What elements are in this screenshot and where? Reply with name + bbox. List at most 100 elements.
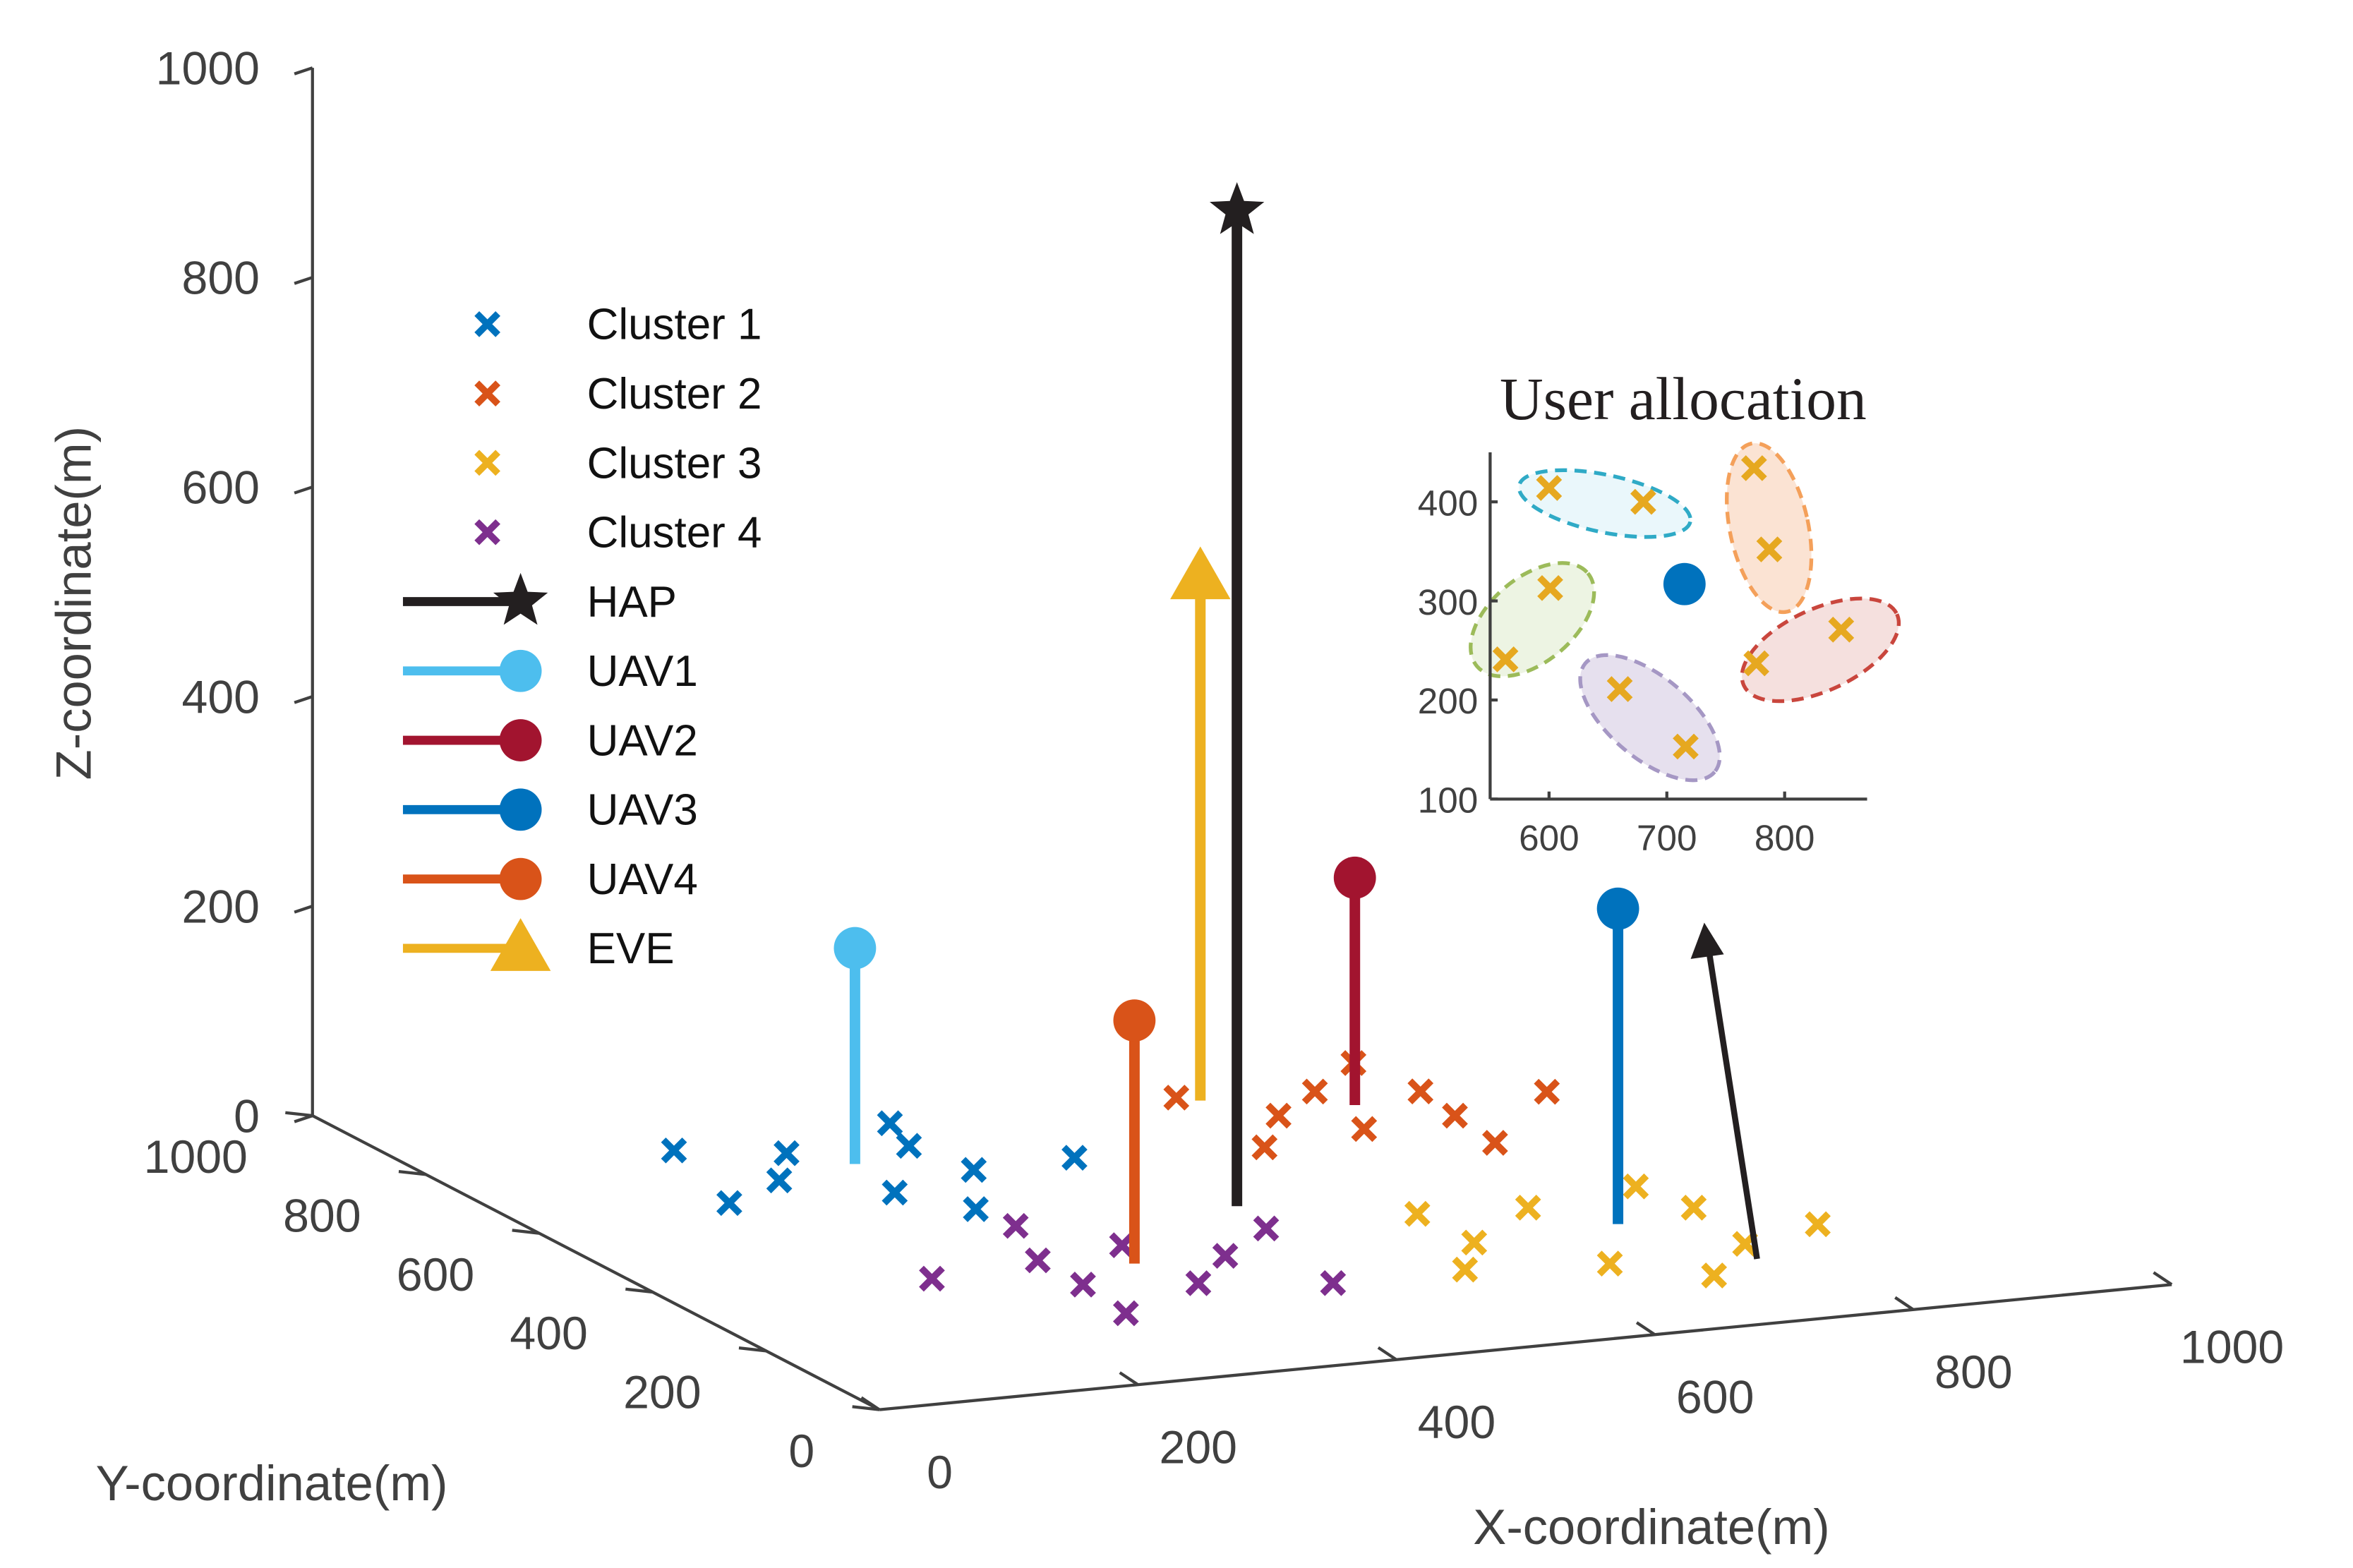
z-tick-label: 200: [182, 881, 260, 934]
uav4-marker: [1113, 999, 1156, 1042]
inset-user-point-stroke: [1740, 455, 1767, 481]
legend-cluster2-label: Cluster 2: [587, 370, 762, 418]
legend-uav4-label: UAV4: [587, 855, 698, 904]
x-tick-label: 200: [1160, 1421, 1237, 1473]
cluster4-point: [1002, 1212, 1029, 1239]
legend-cluster1-marker-stroke: [474, 311, 500, 337]
cluster3-point: [1680, 1195, 1707, 1221]
cluster4-point: [1109, 1232, 1136, 1258]
cluster4-point: [1320, 1270, 1347, 1296]
inset-x-tick-label: 700: [1637, 818, 1697, 858]
legend-hap-label: HAP: [587, 578, 677, 627]
cluster2-point-stroke: [1251, 1134, 1278, 1161]
z-tick-label: 400: [182, 672, 260, 724]
z-tick: [294, 695, 313, 704]
cluster4-point: [1112, 1300, 1139, 1327]
legend-cluster4-marker-stroke: [474, 519, 500, 545]
inset-title: User allocation: [1500, 366, 1867, 433]
cluster3-point: [1805, 1211, 1831, 1238]
cluster1-point-stroke: [961, 1157, 987, 1183]
z-tick-label: 600: [182, 462, 260, 514]
inset-pointer-arrowhead: [1690, 922, 1724, 959]
legend-uav1-marker: [499, 649, 542, 692]
cluster1-point: [716, 1190, 742, 1217]
legend-uav1-label: UAV1: [587, 647, 698, 696]
x-tick: [1894, 1296, 1915, 1311]
cluster4-point: [1070, 1272, 1096, 1298]
z-tick: [294, 276, 313, 285]
cluster1-point-stroke: [661, 1137, 687, 1164]
cluster4-point-stroke: [1070, 1272, 1096, 1298]
cluster4-point-stroke: [1109, 1232, 1136, 1258]
cluster4-point: [919, 1265, 945, 1292]
x-tick: [1635, 1321, 1656, 1337]
legend-cluster3-marker-stroke: [474, 450, 500, 476]
z-tick-label: 1000: [156, 43, 260, 95]
inset-group-ellipse: [1517, 468, 1692, 539]
inset-user-point-stroke: [1606, 676, 1633, 702]
y-tick-label: 600: [397, 1249, 474, 1301]
cluster3-point-stroke: [1515, 1195, 1541, 1221]
y-tick-label: 0: [788, 1425, 814, 1478]
cluster4-point: [1212, 1243, 1239, 1269]
legend-uav2-marker: [499, 719, 542, 761]
y-tick: [738, 1346, 766, 1353]
cluster1-point: [1061, 1145, 1088, 1171]
inset-user-point: [1630, 488, 1656, 515]
cluster3-point-stroke: [1805, 1211, 1831, 1238]
inset-user-point-stroke: [1673, 733, 1699, 760]
cluster1-point: [774, 1140, 800, 1166]
legend-hap-marker: [493, 572, 548, 625]
cluster2-point: [1251, 1134, 1278, 1161]
cluster3-point-stroke: [1461, 1229, 1488, 1256]
inset-user-point-stroke: [1828, 616, 1855, 643]
inset-group-ellipse: [1578, 653, 1722, 783]
cluster4-point-stroke: [919, 1265, 945, 1292]
cluster2-point: [1265, 1102, 1292, 1129]
cluster4-point-stroke: [1253, 1215, 1280, 1242]
y-tick: [285, 1111, 313, 1118]
y-tick: [398, 1169, 426, 1176]
cluster3-point: [1701, 1262, 1728, 1289]
legend-uav3-label: UAV3: [587, 786, 698, 835]
z-axis-title: Z-coordinate(m): [46, 426, 102, 780]
uav3-marker: [1596, 887, 1639, 930]
x-tick-label: 0: [927, 1447, 953, 1499]
cluster2-point-stroke: [1442, 1102, 1468, 1129]
cluster4-point: [1253, 1215, 1280, 1242]
inset-user-point: [1743, 650, 1769, 677]
inset-group-ellipse: [1725, 441, 1814, 615]
legend-cluster1-label: Cluster 1: [587, 301, 762, 349]
cluster2-point-stroke: [1163, 1085, 1190, 1111]
cluster2-point: [1534, 1078, 1560, 1105]
inset-user-point: [1606, 676, 1633, 702]
inset-user-point: [1673, 733, 1699, 760]
legend: Cluster 1 Cluster 2 Cluster 3 Cluster 4 HAP U…: [402, 301, 762, 973]
y-tick-label: 400: [510, 1308, 587, 1360]
cluster1-point: [661, 1137, 687, 1164]
cluster2-point: [1407, 1078, 1434, 1105]
z-tick-label: 800: [182, 253, 260, 305]
cluster3-point: [1461, 1229, 1488, 1256]
inset-y-tick-label: 300: [1418, 582, 1479, 622]
legend-uav2-label: UAV2: [587, 716, 698, 765]
x-tick: [2153, 1271, 2173, 1286]
y-tick: [512, 1229, 540, 1235]
cluster4-point: [1185, 1270, 1212, 1296]
inset-user-point-stroke: [1536, 475, 1563, 501]
cluster3-point-stroke: [1701, 1262, 1728, 1289]
cluster4-point-stroke: [1320, 1270, 1347, 1296]
inset-user-point: [1828, 616, 1855, 643]
inset-user-point: [1756, 536, 1783, 562]
cluster4-point-stroke: [1025, 1247, 1051, 1274]
x-tick: [1377, 1346, 1397, 1361]
cluster1-point: [963, 1196, 989, 1222]
cluster2-point: [1351, 1116, 1378, 1142]
cluster1-point: [877, 1110, 903, 1137]
inset-user-point-stroke: [1630, 488, 1656, 515]
legend-uav3-marker: [499, 788, 542, 831]
legend-cluster2-marker-stroke: [474, 380, 500, 406]
y-tick: [625, 1287, 654, 1294]
cluster1-point-stroke: [766, 1167, 793, 1194]
uav2-marker: [1333, 856, 1376, 899]
